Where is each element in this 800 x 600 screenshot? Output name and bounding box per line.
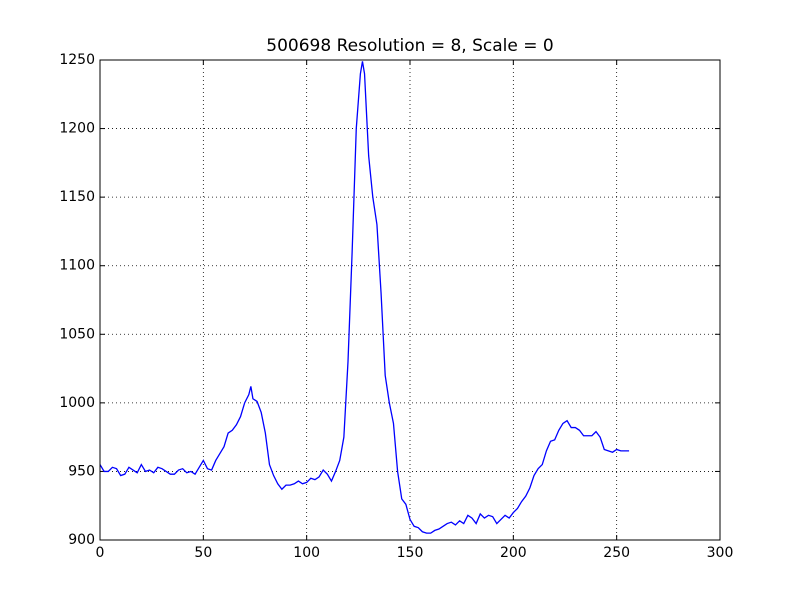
plot-frame (99, 59, 721, 541)
x-tick-label: 300 (707, 545, 734, 561)
y-tick-label: 1250 (59, 52, 95, 68)
data-line (99, 61, 630, 534)
x-tick-label: 150 (397, 545, 424, 561)
x-tick-label: 0 (96, 545, 105, 561)
y-tick-label: 900 (68, 532, 95, 548)
x-tick-label: 250 (603, 545, 630, 561)
y-tick-label: 950 (68, 463, 95, 479)
x-tick-label: 50 (194, 545, 212, 561)
y-tick-label: 1150 (59, 189, 95, 205)
x-tick-label: 200 (500, 545, 527, 561)
y-tick-label: 1000 (59, 395, 95, 411)
y-tick-label: 1050 (59, 326, 95, 342)
x-tick-label: 100 (293, 545, 320, 561)
y-tick-label: 1200 (59, 121, 95, 137)
y-tick-label: 1100 (59, 258, 95, 274)
chart-title: 500698 Resolution = 8, Scale = 0 (266, 36, 553, 56)
